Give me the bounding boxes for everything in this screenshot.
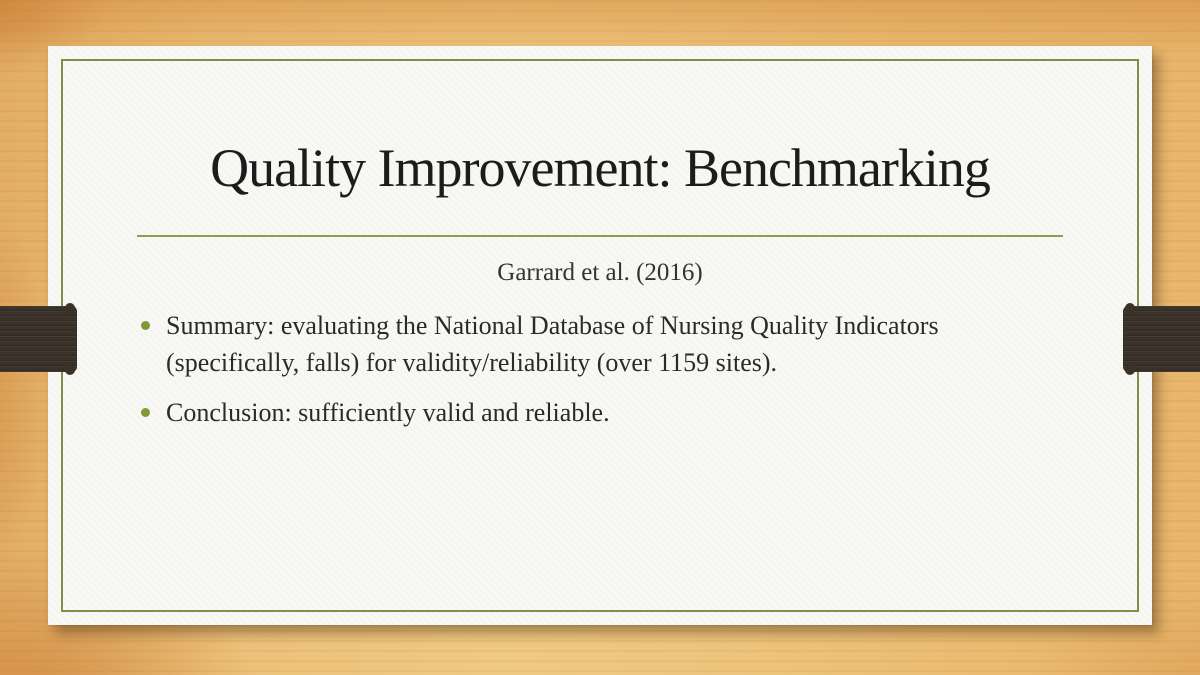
bullet-icon: [141, 321, 150, 330]
bullet-icon: [141, 408, 150, 417]
bullet-text-line: Conclusion: sufficiently valid and relia…: [166, 398, 610, 427]
ribbon-band-left: [0, 303, 77, 375]
bullet-list: Summary: evaluating the National Databas…: [137, 307, 1080, 444]
bullet-text-line: Summary: evaluating the National Databas…: [166, 311, 939, 340]
slide-subtitle: Garrard et al. (2016): [497, 259, 703, 286]
bullet-text-line: (specifically, falls) for validity/relia…: [166, 348, 778, 377]
slide-title: Quality Improvement: Benchmarking: [210, 138, 991, 198]
slide-card: Quality Improvement: Benchmarking Garrar…: [48, 46, 1152, 625]
bullet-item-summary: Summary: evaluating the National Databas…: [137, 307, 1080, 381]
bullet-item-conclusion: Conclusion: sufficiently valid and relia…: [137, 394, 1080, 431]
ribbon-band-right: [1123, 303, 1200, 375]
title-divider-rule: [137, 235, 1063, 237]
